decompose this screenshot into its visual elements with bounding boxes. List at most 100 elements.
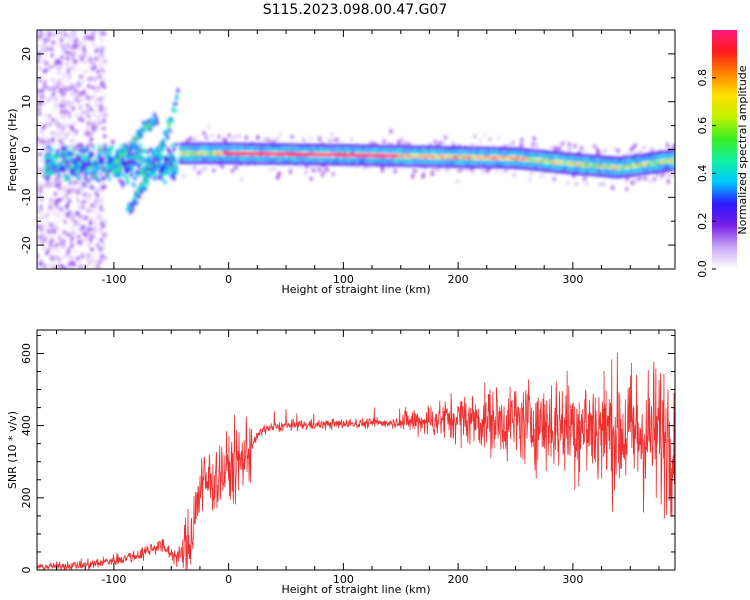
spectrogram-cell xyxy=(140,168,144,173)
spectrogram-cell xyxy=(60,82,64,87)
spectrogram-cell xyxy=(54,200,58,205)
spectrogram-cell xyxy=(75,152,79,157)
spectrogram-cell xyxy=(97,144,101,149)
spectrogram-cell xyxy=(634,179,637,184)
spectrogram-cell xyxy=(132,152,136,157)
x-tick-label: 100 xyxy=(333,573,354,586)
spectrogram-cell xyxy=(328,138,332,143)
spectrogram-cell xyxy=(71,127,74,132)
spectrogram-cell xyxy=(169,160,173,165)
spectrogram-cell xyxy=(61,99,65,104)
spectrogram-cell xyxy=(138,143,142,148)
spectrogram-cell xyxy=(455,179,459,184)
snr-series-line xyxy=(37,352,675,570)
spectrogram-cell xyxy=(48,122,52,127)
spectrogram-cell xyxy=(121,160,125,165)
spectrogram-cell xyxy=(44,163,47,168)
spectrogram-cell xyxy=(39,189,42,193)
spectrogram-cell xyxy=(53,107,57,112)
spectrogram-cell xyxy=(77,213,80,218)
spectrogram-cell xyxy=(59,38,63,43)
spectrogram-cell xyxy=(66,203,70,208)
spectrogram-cell xyxy=(144,186,148,191)
spectrogram-cell xyxy=(534,141,538,146)
spectrogram-cell xyxy=(60,55,64,60)
spectrogram-cell xyxy=(96,211,100,216)
spectrogram-cell xyxy=(146,119,150,124)
spectrogram-cell xyxy=(70,243,74,248)
spectrogram-cell xyxy=(90,137,93,141)
spectrogram-cell xyxy=(90,203,94,208)
spectrogram-cell xyxy=(131,203,135,208)
spectrogram-cell xyxy=(96,164,100,169)
spectrogram-cell xyxy=(73,134,77,139)
spectrogram-cell xyxy=(137,194,141,199)
spectrogram-cell xyxy=(52,63,56,68)
spectrogram-cell xyxy=(62,191,66,195)
spectrogram-cell xyxy=(113,167,117,172)
spectrogram-cell xyxy=(138,164,142,169)
spectrogram-cell xyxy=(37,101,41,106)
x-tick-label: 300 xyxy=(562,273,583,286)
spectrogram-cell xyxy=(166,128,170,132)
spectrogram-cell xyxy=(44,113,48,118)
spectrogram-cell xyxy=(146,150,150,155)
spectrogram-cell xyxy=(49,223,53,228)
spectrogram-cell xyxy=(132,155,136,160)
spectrogram-cell xyxy=(41,173,45,178)
spectrogram-cell xyxy=(68,210,72,215)
spectrogram-cell xyxy=(38,95,42,99)
spectrogram-cell xyxy=(39,204,43,209)
spectrogram-cell xyxy=(506,143,510,148)
spectrogram-cell xyxy=(76,168,80,173)
spectrogram-cell xyxy=(59,178,63,183)
spectrogram-cell xyxy=(87,236,91,241)
spectrogram-cell xyxy=(118,178,122,183)
spectrogram-cell xyxy=(574,181,578,186)
spectrogram-cell xyxy=(148,172,152,177)
spectrogram-cell xyxy=(99,151,103,156)
spectrogram-cell xyxy=(53,255,57,260)
spectrogram-cell xyxy=(197,170,201,175)
spectrogram-cell xyxy=(41,31,45,36)
spectrogram-cell xyxy=(43,146,47,151)
spectrogram-cell xyxy=(60,264,64,269)
spectrogram-cell xyxy=(85,198,89,203)
spectrogram-cell xyxy=(61,114,65,119)
spectrogram-cell xyxy=(94,199,98,204)
spectrogram-cell xyxy=(57,79,61,84)
spectrogram-cell xyxy=(101,167,105,171)
spectrogram-cell xyxy=(117,162,121,167)
spectrogram-cell xyxy=(87,84,91,89)
spectrogram-cell xyxy=(40,240,44,245)
spectrogram-cell xyxy=(75,172,79,177)
spectrogram-cell xyxy=(57,67,61,72)
spectrogram-cell xyxy=(240,177,244,182)
spectrogram-cell xyxy=(104,113,107,118)
spectrogram-cell xyxy=(57,42,61,47)
spectrogram-cell xyxy=(58,139,62,143)
spectrogram-cell xyxy=(48,131,52,136)
spectrogram-cell xyxy=(75,37,79,42)
spectrogram-cell xyxy=(91,265,95,269)
spectrogram-cell xyxy=(94,190,98,195)
spectrogram-cell xyxy=(152,160,156,165)
spectrogram-cell xyxy=(143,168,147,173)
spectrogram-cell xyxy=(66,213,70,218)
spectrogram-cell xyxy=(63,135,67,140)
spectrogram-cell xyxy=(362,166,366,171)
spectrogram-cell xyxy=(175,94,179,98)
spectrogram-cell xyxy=(68,115,72,120)
spectrogram-cell xyxy=(96,193,100,198)
spectrogram-cell xyxy=(90,61,93,66)
spectrogram-cell xyxy=(97,189,101,194)
spectrogram-cell xyxy=(167,157,171,161)
spectrogram-cell xyxy=(53,191,57,196)
spectrogram-cell xyxy=(43,170,47,175)
spectrogram-cell xyxy=(155,121,159,126)
spectrogram-cell xyxy=(84,40,88,45)
spectrogram-cell xyxy=(380,165,384,170)
spectrogram-cell xyxy=(84,216,87,220)
spectrogram-cell xyxy=(168,154,172,158)
